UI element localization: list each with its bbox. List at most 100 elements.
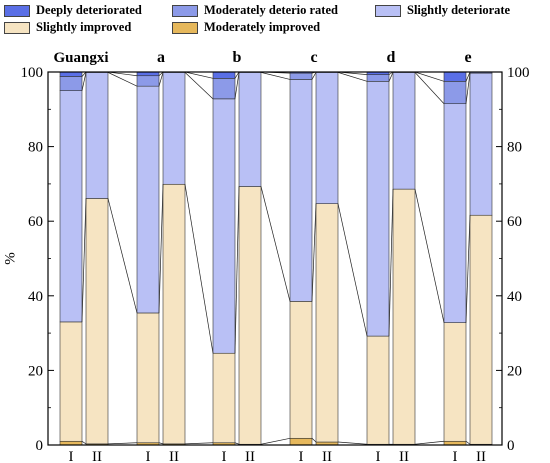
group-title-d: d (387, 49, 396, 66)
connector-between-groups-0-4 (107, 71, 138, 77)
group-title-e: e (464, 49, 471, 66)
y-tick-label-left-0: 0 (36, 438, 44, 454)
connector-line-guangxi-2 (81, 198, 87, 322)
bar-segment-b-i-4 (212, 71, 236, 79)
plot-frame (47, 71, 503, 446)
bar-label-guangxi-ii: II (92, 449, 102, 463)
bar-segment-a-i-2 (136, 85, 160, 314)
legend-item-moderately-improved: Moderately improved (172, 20, 320, 35)
y-tick-label-left-80: 80 (28, 140, 43, 156)
connector-line-b-4 (234, 71, 240, 79)
connector-line-d-3 (388, 72, 394, 82)
legend-label-slightly-deteriorate: Slightly deteriorate (407, 3, 511, 17)
connector-between-groups-4-2 (414, 189, 445, 323)
connector-line-d-2 (388, 189, 394, 337)
y-tick-label-left-40: 40 (28, 289, 43, 305)
connector-line-guangxi-4 (81, 71, 87, 77)
bar-segment-d-ii-1 (392, 188, 416, 445)
bar-segment-guangxi-i-3 (59, 76, 83, 91)
bar-segment-e-i-1 (443, 322, 467, 442)
connector-line-b-1 (234, 442, 240, 445)
y-tick-label-right-40: 40 (507, 289, 522, 305)
legend-item-moderately-deteriorated: Moderately deterio rated (172, 3, 338, 18)
connector-line-b-2 (234, 186, 240, 354)
legend-label-moderately-deteriorated: Moderately deterio rated (204, 3, 338, 17)
bar-segment-guangxi-i-1 (59, 321, 83, 442)
bar-label-guangxi-i: I (69, 449, 74, 463)
y-tick-label-right-20: 20 (507, 363, 522, 379)
bar-segment-guangxi-ii-2 (85, 72, 109, 199)
bar-segment-e-ii-2 (469, 72, 493, 216)
bar-segment-b-i-2 (212, 98, 236, 354)
connector-between-groups-0-3 (107, 72, 138, 87)
bar-segment-guangxi-ii-1 (85, 198, 109, 445)
connector-line-c-2 (311, 203, 317, 302)
bar-segment-e-ii-1 (469, 214, 493, 445)
bar-label-d-ii: II (399, 449, 409, 463)
bar-label-e-i: I (453, 449, 458, 463)
bar-segment-a-i-3 (136, 75, 160, 87)
connector-line-a-4 (158, 71, 164, 76)
connector-between-groups-4-4 (414, 71, 445, 82)
y-tick-label-left-60: 60 (28, 214, 43, 230)
bar-segment-a-i-1 (136, 312, 160, 444)
connector-between-groups-2-1 (260, 437, 291, 445)
connector-line-e-2 (465, 215, 471, 323)
bar-segment-c-i-1 (289, 301, 313, 439)
connector-line-a-1 (158, 442, 164, 445)
bar-segment-d-i-1 (366, 335, 390, 445)
bar-segment-d-ii-2 (392, 72, 416, 190)
connector-line-b-3 (234, 72, 240, 99)
group-title-b: b (233, 49, 242, 66)
y-axis-label: % (2, 252, 18, 265)
legend-swatch-deeply-deteriorated (4, 4, 30, 17)
connector-between-groups-0-1 (107, 442, 138, 445)
connector-line-e-3 (465, 73, 471, 104)
bar-label-e-ii: II (476, 449, 486, 463)
bar-segment-b-i-3 (212, 78, 236, 100)
connector-line-guangxi-1 (81, 440, 87, 445)
bar-segment-c-ii-1 (315, 203, 339, 443)
bar-segment-c-ii-2 (315, 72, 339, 204)
group-title-a: a (157, 49, 165, 66)
bar-segment-e-i-4 (443, 71, 467, 82)
bar-label-b-ii: II (245, 449, 255, 463)
connector-between-groups-3-1 (337, 441, 368, 445)
legend-label-slightly-improved: Slightly improved (36, 20, 132, 34)
y-tick-label-right-100: 100 (507, 65, 530, 81)
bar-label-d-i: I (376, 449, 381, 463)
connector-between-groups-3-3 (337, 72, 368, 82)
y-tick-label-right-80: 80 (507, 140, 522, 156)
bar-segment-b-ii-1 (238, 186, 262, 445)
y-tick-label-left-20: 20 (28, 363, 43, 379)
bar-segment-a-ii-1 (162, 183, 186, 445)
connector-line-a-3 (158, 72, 164, 87)
connector-line-guangxi-3 (81, 72, 87, 91)
bar-label-c-ii: II (322, 449, 332, 463)
bar-segment-c-i-3 (289, 72, 313, 80)
connector-line-c-1 (311, 438, 317, 443)
group-title-guangxi: Guangxi (53, 50, 108, 66)
connector-between-groups-0-2 (107, 198, 138, 314)
connector-line-e-1 (465, 440, 471, 445)
connector-between-groups-4-1 (414, 440, 445, 445)
group-title-c: c (310, 49, 317, 66)
y-tick-label-right-60: 60 (507, 214, 522, 230)
connector-line-c-3 (311, 72, 317, 80)
legend-swatch-slightly-improved (4, 21, 30, 34)
legend-item-slightly-deteriorate: Slightly deteriorate (375, 3, 510, 18)
legend-swatch-moderately-deteriorated (172, 4, 198, 17)
y-tick-label-left-100: 100 (21, 65, 44, 81)
legend-label-deeply-deteriorated: Deeply deteriorated (36, 3, 142, 17)
bar-segment-a-ii-2 (162, 72, 186, 185)
connector-line-a-2 (158, 184, 164, 313)
connector-between-groups-1-1 (184, 442, 214, 445)
connector-between-groups-1-2 (184, 184, 214, 354)
bar-segment-c-i-0 (289, 437, 313, 446)
legend-swatch-slightly-deteriorate (375, 4, 401, 17)
bar-segment-e-i-2 (443, 103, 467, 323)
bar-segment-c-i-2 (289, 79, 313, 302)
legend-label-moderately-improved: Moderately improved (204, 20, 321, 34)
bar-label-c-i: I (299, 449, 304, 463)
